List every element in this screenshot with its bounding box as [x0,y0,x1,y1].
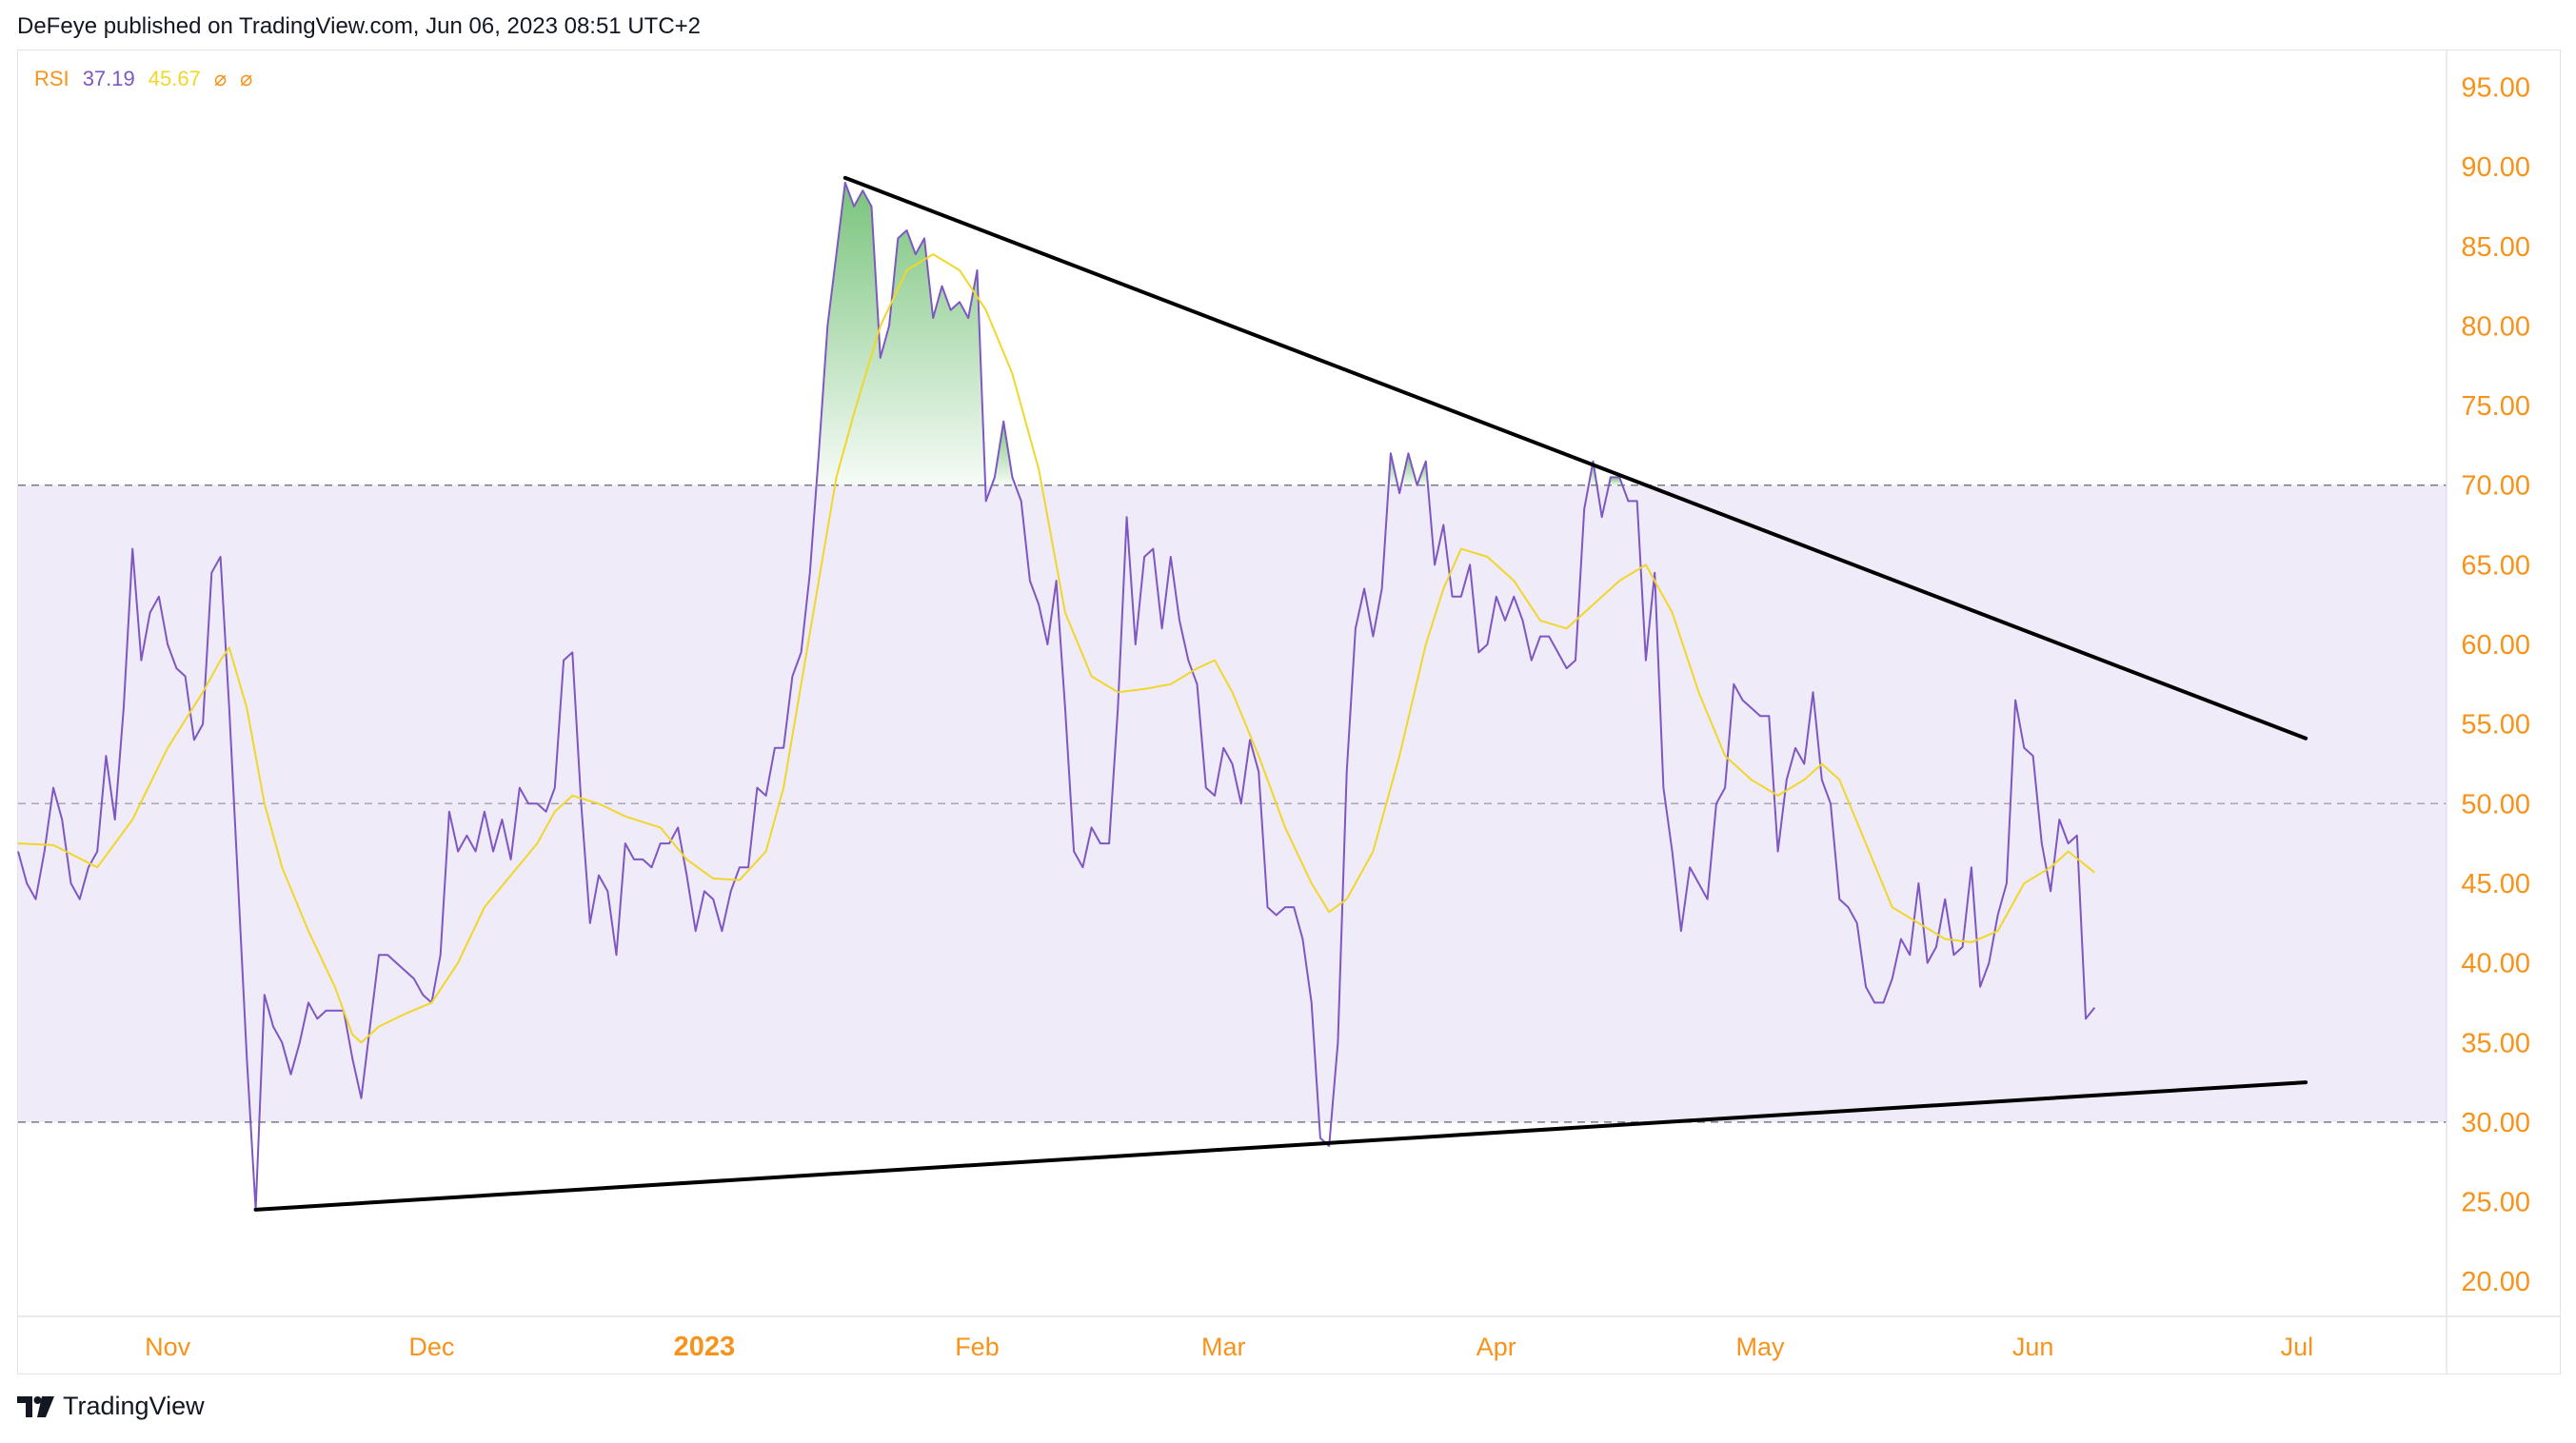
y-tick-label: 30.00 [2461,1108,2530,1138]
overbought-fill [816,182,986,485]
y-tick-label: 25.00 [2461,1188,2530,1218]
x-tick-label: Mar [1201,1333,1246,1361]
lower-trendline [253,1080,2308,1212]
overbought-fill [991,421,1016,485]
legend-name: RSI [34,67,69,90]
y-tick-label: 20.00 [2461,1267,2530,1297]
legend-na-icon-1: ⌀ [213,67,228,90]
y-tick-label: 85.00 [2461,232,2530,263]
y-tick-label: 75.00 [2461,391,2530,422]
x-tick-label: May [1736,1333,1786,1361]
indicator-legend[interactable]: RSI 37.19 45.67 ⌀ ⌀ [34,67,252,91]
y-tick-label: 35.00 [2461,1028,2530,1058]
y-tick-label: 80.00 [2461,311,2530,342]
y-tick-label: 70.00 [2461,471,2530,502]
upper-trendline [842,175,2308,741]
y-tick-label: 55.00 [2461,710,2530,741]
x-tick-label: Apr [1476,1333,1516,1361]
chart-frame [17,49,2561,1374]
y-tick-label: 50.00 [2461,789,2530,820]
legend-ma-value: 45.67 [148,67,201,90]
tradingview-logo-icon [17,1395,54,1417]
overbought-fill [1609,477,1623,485]
x-tick-label: Nov [145,1333,191,1361]
legend-rsi-value: 37.19 [82,67,135,90]
legend-na-icon-2: ⌀ [240,67,253,90]
y-tick-label: 40.00 [2461,949,2530,979]
y-tick-label: 95.00 [2461,72,2530,103]
x-tick-label: Feb [955,1333,1000,1361]
x-tick-label: Dec [408,1333,454,1361]
y-tick-label: 45.00 [2461,869,2530,899]
publish-header: DeFeye published on TradingView.com, Jun… [17,13,702,39]
footer-brand-text: TradingView [63,1392,205,1420]
x-tick-label: 2023 [674,1332,736,1362]
rsi-ma-line [17,253,2095,1044]
rsi-line [17,181,2096,1211]
y-tick-label: 60.00 [2461,630,2530,661]
y-tick-label: 65.00 [2461,550,2530,581]
x-tick-label: Jun [2012,1333,2054,1361]
x-tick-label: Jul [2281,1333,2314,1361]
footer-brand[interactable]: TradingView [17,1392,205,1421]
y-tick-label: 90.00 [2461,152,2530,183]
overbought-fill [1400,453,1417,485]
